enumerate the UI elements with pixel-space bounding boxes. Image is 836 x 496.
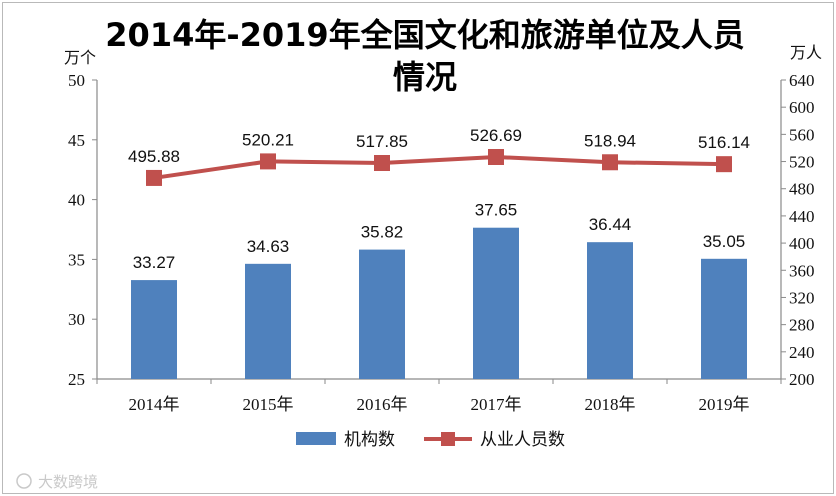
legend-line-label: 从业人员数 <box>480 430 565 450</box>
line-marker <box>146 169 162 186</box>
line-marker <box>374 155 390 172</box>
line-marker <box>602 154 618 171</box>
legend-bar-label: 机构数 <box>344 430 395 450</box>
bar <box>131 280 177 379</box>
left-y-tick-label: 25 <box>68 370 85 389</box>
chart-title: 2014年-2019年全国文化和旅游单位及人员情况 <box>105 16 745 96</box>
x-tick-label: 2019年 <box>699 395 750 414</box>
right-y-tick-label: 480 <box>789 180 815 199</box>
x-tick-label: 2018年 <box>585 395 636 414</box>
x-tick-label: 2015年 <box>243 395 294 414</box>
bar <box>473 227 519 379</box>
x-tick-label: 2014年 <box>129 395 180 414</box>
x-tick-label: 2017年 <box>471 395 522 414</box>
line-data-label: 516.14 <box>698 133 750 152</box>
right-y-tick-label: 200 <box>789 370 815 389</box>
line-data-label: 495.88 <box>128 147 180 166</box>
bar-data-label: 35.82 <box>361 223 404 242</box>
x-tick-label: 2016年 <box>357 395 408 414</box>
left-y-tick-label: 35 <box>68 250 85 269</box>
right-y-tick-label: 600 <box>789 98 815 117</box>
left-y-tick-label: 40 <box>68 191 85 210</box>
line-series <box>153 154 725 180</box>
right-y-tick-label: 240 <box>789 343 815 362</box>
right-y-tick-label: 560 <box>789 125 815 144</box>
bar-data-label: 34.63 <box>247 237 290 256</box>
legend-bar-swatch <box>296 432 336 445</box>
left-y-tick-label: 30 <box>68 310 85 329</box>
legend-line-marker <box>441 432 455 446</box>
right-y-tick-label: 360 <box>789 261 815 280</box>
bar-data-label: 35.05 <box>703 232 746 251</box>
left-y-tick-label: 45 <box>68 131 85 150</box>
line-marker <box>716 156 732 173</box>
bar <box>245 263 291 379</box>
bar-data-label: 33.27 <box>133 253 176 272</box>
bar <box>359 249 405 379</box>
watermark-text: 大数跨境 <box>38 473 98 491</box>
line-data-label: 526.69 <box>470 126 522 145</box>
right-y-tick-label: 320 <box>789 288 815 307</box>
line-marker <box>488 148 504 165</box>
line-marker <box>260 153 276 170</box>
right-y-tick-label: 400 <box>789 234 815 253</box>
right-y-axis-unit: 万人 <box>790 43 822 62</box>
bar-data-label: 37.65 <box>475 201 518 220</box>
left-y-tick-label: 50 <box>68 71 85 90</box>
line-data-label: 518.94 <box>584 131 636 150</box>
bar <box>587 242 633 379</box>
right-y-tick-label: 440 <box>789 207 815 226</box>
line-data-label: 517.85 <box>356 132 408 151</box>
bar-data-label: 36.44 <box>589 215 632 234</box>
bar <box>701 258 747 379</box>
line-data-label: 520.21 <box>242 130 294 149</box>
watermark-logo-icon <box>16 473 32 489</box>
right-y-tick-label: 640 <box>789 71 815 90</box>
right-y-tick-label: 520 <box>789 153 815 172</box>
right-y-tick-label: 280 <box>789 316 815 335</box>
left-y-axis-unit: 万个 <box>64 48 96 67</box>
